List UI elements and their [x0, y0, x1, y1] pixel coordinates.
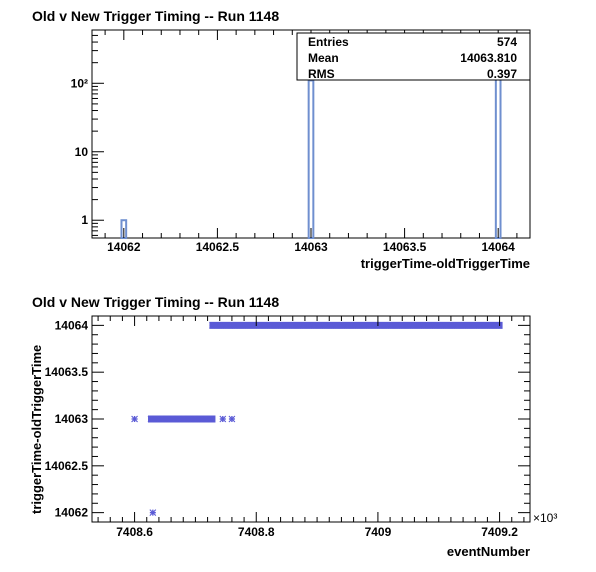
histogram-y-tick-label: 1 [81, 213, 88, 227]
histogram-x-tick-label: 14063.5 [383, 240, 427, 254]
scatter-point [219, 415, 227, 423]
scatter-y-tick-label: 14062.5 [45, 459, 89, 473]
scatter-x-tick-label: 7408.6 [116, 525, 153, 539]
stats-box: Entries 574 Mean 14063.810 RMS 0.397 [296, 32, 531, 81]
histogram-title: Old v New Trigger Timing -- Run 1148 [32, 8, 279, 24]
scatter-title: Old v New Trigger Timing -- Run 1148 [32, 294, 279, 310]
stats-label: Mean [308, 51, 339, 65]
scatter-point [231, 321, 239, 329]
histogram-x-tick-label: 14062.5 [196, 240, 240, 254]
scatter-x-tick-label: 7409 [365, 525, 392, 539]
stats-box-frame [296, 32, 531, 81]
histogram-x-tick-label: 14063 [294, 240, 328, 254]
scatter-panel: Old v New Trigger Timing -- Run 1148 740… [29, 294, 557, 559]
histogram-x-tick-label: 14064 [481, 240, 515, 254]
stats-value: 574 [497, 35, 517, 49]
scatter-x-axis-label: eventNumber [447, 544, 530, 559]
histogram-y-tick-label: 10 [75, 145, 89, 159]
histogram-bar [307, 79, 315, 240]
histogram-x-tick-label: 14062 [107, 240, 141, 254]
histogram-panel: Old v New Trigger Timing -- Run 1148 140… [32, 8, 531, 271]
scatter-y-tick-label: 14063 [55, 412, 89, 426]
scatter-point [228, 415, 236, 423]
scatter-point [207, 415, 214, 423]
scatter-x-tick-label: 7408.8 [238, 525, 275, 539]
scatter-point [495, 321, 502, 329]
scatter-point [149, 509, 157, 517]
stats-label: RMS [308, 67, 335, 81]
scatter-point [131, 415, 138, 423]
scatter-y-axis-label: triggerTime-oldTriggerTime [29, 345, 44, 514]
histogram-x-axis-label: triggerTime-oldTriggerTime [361, 256, 530, 271]
scatter-y-tick-label: 14064 [55, 318, 89, 332]
x-multiplier-label: ×10³ [533, 511, 557, 525]
scatter-y-tick-label: 14063.5 [45, 365, 89, 379]
stats-value: 14063.810 [460, 51, 517, 65]
stats-label: Entries [308, 35, 349, 49]
scatter-y-tick-label: 14062 [55, 506, 89, 520]
histogram-y-tick-label: 10² [71, 76, 88, 90]
scatter-x-tick-label: 7409.2 [481, 525, 518, 539]
stats-value: 0.397 [487, 67, 517, 81]
